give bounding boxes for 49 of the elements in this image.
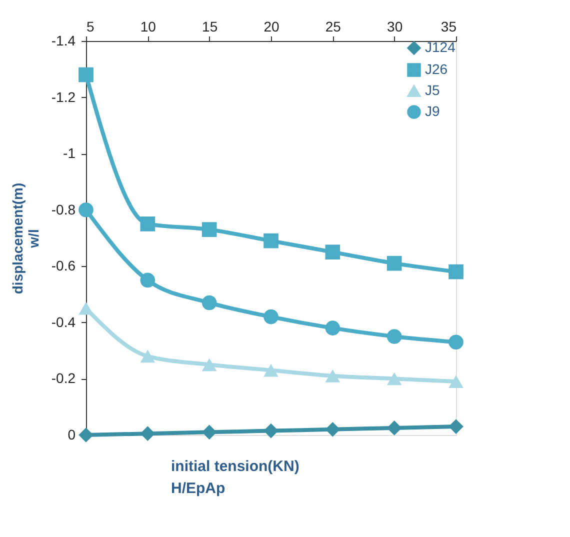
point	[448, 334, 464, 350]
x-axis-title: initial tension(KN) H/EpAp	[171, 458, 300, 497]
point	[386, 329, 402, 344]
point	[78, 67, 94, 82]
point	[264, 309, 278, 324]
point	[264, 233, 278, 248]
point	[202, 358, 217, 372]
point	[448, 419, 464, 434]
y-tick-label: -0.6	[51, 258, 76, 274]
point	[386, 372, 402, 386]
point	[264, 423, 278, 438]
point	[78, 302, 94, 315]
legend-label: J9	[425, 103, 440, 119]
point	[448, 375, 464, 388]
y-tick-label: -0.4	[51, 314, 76, 330]
point	[78, 202, 94, 218]
x-tick-label: 20	[264, 18, 280, 34]
y-tick-label: -1.2	[51, 88, 76, 105]
x-tick-label: 10	[140, 18, 156, 34]
x-tick-label: 15	[202, 18, 218, 34]
point	[264, 364, 278, 377]
x-tick-label: 25	[325, 18, 342, 34]
legend-label: J26	[425, 61, 448, 77]
y-tick-label: -0.8	[51, 201, 76, 218]
x-tick-label: 30	[387, 18, 403, 34]
point	[325, 244, 340, 260]
point	[140, 216, 156, 232]
point	[140, 272, 156, 288]
point	[325, 320, 340, 336]
x-tick-label: 5	[86, 18, 94, 34]
point	[325, 422, 340, 437]
point	[202, 222, 217, 237]
point	[386, 256, 402, 271]
legend-label: J5	[425, 82, 440, 98]
point	[386, 420, 402, 436]
point	[448, 264, 464, 280]
y-tick-label: -1	[63, 145, 76, 162]
point	[140, 426, 156, 442]
legend-label: J124	[425, 39, 456, 55]
x-tick-label: 35	[440, 18, 457, 34]
point	[78, 428, 94, 442]
y-axis-title: displacement(m) w/l	[9, 182, 42, 294]
point	[202, 295, 217, 310]
y-tick-label: 0	[68, 426, 76, 442]
y-tick-label: -1.4	[51, 32, 76, 48]
y-tick-label: -0.2	[51, 370, 76, 386]
point	[325, 369, 340, 382]
point	[140, 350, 156, 363]
point	[202, 424, 217, 440]
